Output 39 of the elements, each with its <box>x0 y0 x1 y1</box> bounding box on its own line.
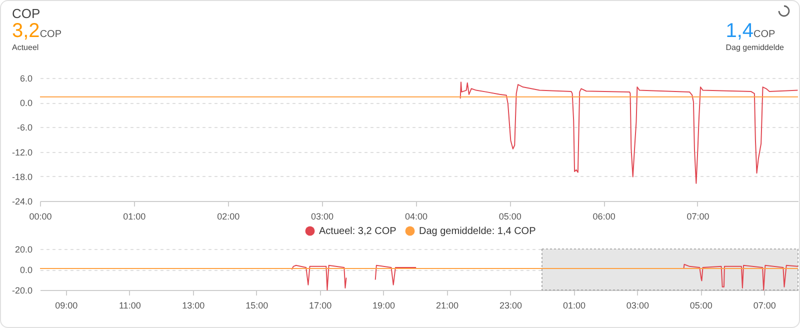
x-tick-label: 15:00 <box>246 300 268 310</box>
y-tick-label: 0.0 <box>20 265 32 275</box>
legend-label: Dag gemiddelde: 1,4 COP <box>419 226 536 237</box>
y-tick-label: 0.0 <box>20 98 32 108</box>
text: COP <box>40 29 62 40</box>
x-tick-label: 07:00 <box>686 212 710 222</box>
line-series <box>460 82 798 184</box>
x-tick-label: 07:00 <box>753 300 776 310</box>
x-tick-label: 11:00 <box>118 300 141 310</box>
x-tick-label: 01:00 <box>562 300 586 310</box>
text: Actueel <box>12 43 40 52</box>
y-tick-label: -6.0 <box>16 122 32 133</box>
x-tick-label: 17:00 <box>309 300 332 310</box>
legend-label: Actueel: 3,2 COP <box>319 226 397 237</box>
x-tick-label: 09:00 <box>55 300 78 310</box>
x-tick-label: 00:00 <box>29 212 52 222</box>
y-tick-label: -12.0 <box>12 147 32 158</box>
x-tick-label: 06:00 <box>592 212 616 222</box>
x-tick-label: 04:00 <box>404 212 428 222</box>
x-tick-label: 05:00 <box>498 212 522 222</box>
x-tick-label: 01:00 <box>123 212 146 222</box>
x-tick-label: 05:00 <box>690 300 712 310</box>
x-tick-label: 03:00 <box>626 300 649 310</box>
text: COP <box>12 6 40 21</box>
x-tick-label: 21:00 <box>436 300 459 310</box>
text: 1,4 <box>726 20 754 42</box>
x-tick-label: 23:00 <box>499 300 522 310</box>
text: Dag gemiddelde <box>726 43 784 52</box>
x-tick-label: 03:00 <box>311 212 334 222</box>
y-tick-label: -24.0 <box>12 196 32 206</box>
y-tick-label: -20.0 <box>12 286 32 296</box>
x-tick-label: 02:00 <box>217 212 240 222</box>
y-tick-label: 20.0 <box>14 244 32 254</box>
text: 3,2 <box>12 20 40 42</box>
y-tick-label: 6.0 <box>20 74 32 84</box>
x-tick-label: 13:00 <box>182 300 205 310</box>
y-tick-label: -18.0 <box>12 172 32 182</box>
x-tick-label: 19:00 <box>372 300 396 310</box>
text: COP <box>754 29 776 40</box>
